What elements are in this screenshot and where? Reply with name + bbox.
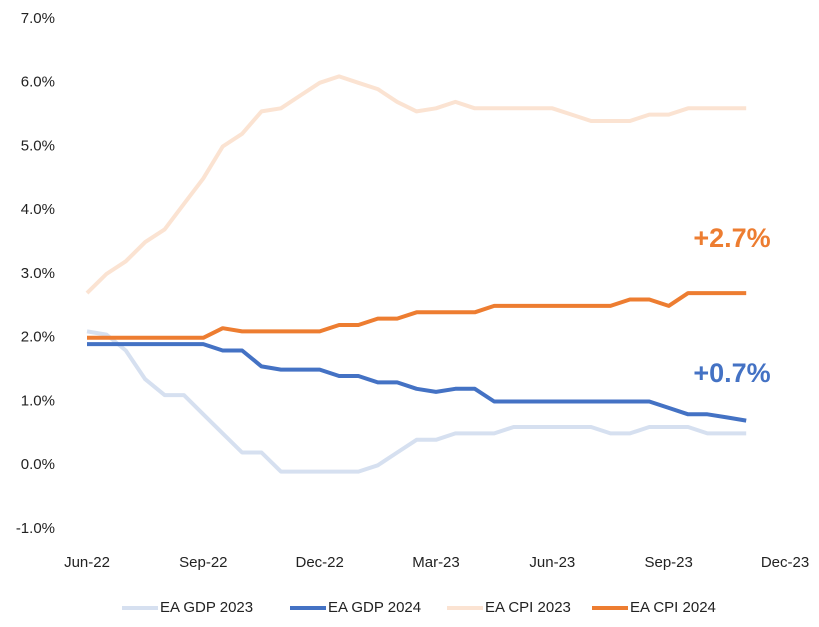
annotation: +0.7% (693, 358, 770, 388)
x-tick-label: Sep-23 (644, 554, 692, 571)
series-line (86, 329, 747, 474)
x-tick-label: Jun-23 (529, 554, 575, 571)
series-line (85, 74, 747, 295)
y-tick-label: 6.0% (21, 74, 55, 91)
y-tick-label: 3.0% (21, 265, 55, 282)
y-tick-label: -1.0% (16, 520, 55, 537)
legend-label: EA GDP 2023 (160, 599, 253, 616)
y-tick-label: 5.0% (21, 137, 55, 154)
x-tick-label: Jun-22 (64, 554, 110, 571)
y-tick-label: 1.0% (21, 392, 55, 409)
legend-label: EA CPI 2024 (630, 599, 716, 616)
series-line (87, 291, 747, 340)
annotation: +2.7% (693, 223, 770, 253)
y-tick-label: 0.0% (21, 456, 55, 473)
x-tick-label: Dec-23 (761, 554, 809, 571)
x-tick-label: Sep-22 (179, 554, 227, 571)
y-tick-label: 2.0% (21, 329, 55, 346)
y-tick-label: 7.0% (21, 10, 55, 27)
x-tick-label: Dec-22 (295, 554, 343, 571)
x-tick-label: Mar-23 (412, 554, 460, 571)
y-tick-label: 4.0% (21, 201, 55, 218)
legend-label: EA CPI 2023 (485, 599, 571, 616)
series-line (87, 342, 747, 423)
legend-label: EA GDP 2024 (328, 599, 421, 616)
